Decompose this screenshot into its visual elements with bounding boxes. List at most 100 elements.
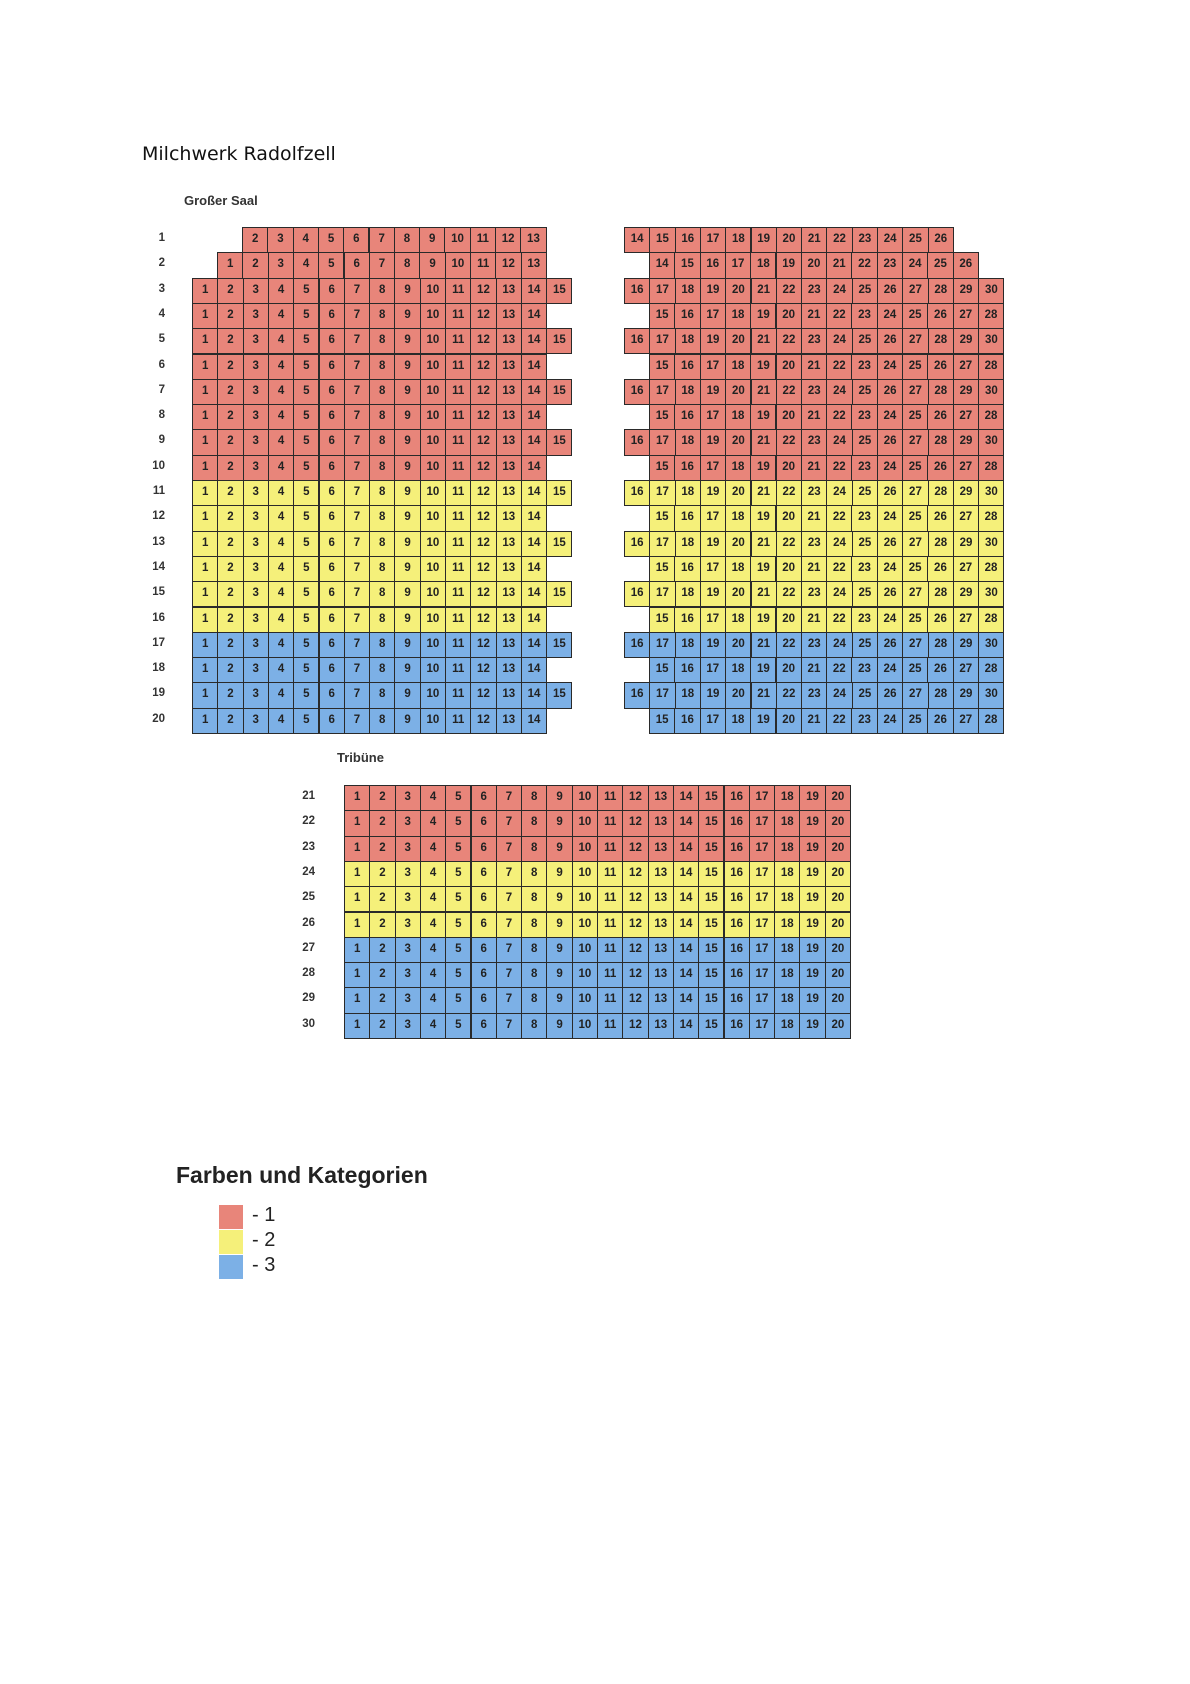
seat[interactable]: 4 <box>419 911 447 938</box>
seat[interactable]: 25 <box>851 480 878 507</box>
seat[interactable]: 5 <box>293 707 320 734</box>
seat[interactable]: 20 <box>725 631 752 659</box>
seat[interactable]: 9 <box>546 936 573 964</box>
seat[interactable]: 7 <box>343 505 371 532</box>
seat[interactable]: 2 <box>369 911 396 938</box>
seat[interactable]: 18 <box>774 962 801 989</box>
seat[interactable]: 14 <box>624 227 651 254</box>
seat[interactable]: 16 <box>699 252 726 279</box>
seat[interactable]: 24 <box>826 581 853 608</box>
seat[interactable]: 21 <box>750 682 777 709</box>
seat[interactable]: 17 <box>748 987 776 1014</box>
seat[interactable]: 11 <box>445 480 472 507</box>
seat[interactable]: 19 <box>699 682 727 709</box>
seat[interactable]: 18 <box>674 480 701 507</box>
seat[interactable]: 18 <box>674 631 701 659</box>
seat[interactable]: 16 <box>674 555 701 583</box>
seat[interactable]: 11 <box>597 1012 624 1039</box>
seat[interactable]: 8 <box>369 429 396 456</box>
seat[interactable]: 28 <box>977 707 1005 734</box>
seat[interactable]: 12 <box>470 353 497 380</box>
seat[interactable]: 27 <box>952 707 979 734</box>
seat[interactable]: 1 <box>192 657 219 684</box>
seat[interactable]: 14 <box>520 480 548 507</box>
seat[interactable]: 7 <box>343 530 371 557</box>
seat[interactable]: 19 <box>699 530 727 557</box>
seat[interactable]: 7 <box>343 555 371 583</box>
seat[interactable]: 25 <box>851 378 878 406</box>
seat[interactable]: 29 <box>952 378 980 406</box>
seat[interactable]: 18 <box>674 581 701 608</box>
seat[interactable]: 4 <box>419 835 447 862</box>
seat[interactable]: 9 <box>394 480 421 507</box>
seat[interactable]: 21 <box>750 530 777 557</box>
seat[interactable]: 27 <box>952 555 979 583</box>
seat[interactable]: 24 <box>876 454 903 481</box>
seat[interactable]: 4 <box>267 429 295 456</box>
seat[interactable]: 20 <box>824 860 851 888</box>
seat[interactable]: 28 <box>927 277 954 304</box>
seat[interactable]: 2 <box>217 353 244 380</box>
seat[interactable]: 13 <box>647 886 674 913</box>
seat[interactable]: 10 <box>444 227 471 254</box>
seat[interactable]: 15 <box>546 480 573 507</box>
seat[interactable]: 1 <box>192 631 219 659</box>
seat[interactable]: 28 <box>927 581 954 608</box>
seat[interactable]: 4 <box>267 707 295 734</box>
seat[interactable]: 22 <box>826 227 853 254</box>
seat[interactable]: 16 <box>624 480 651 507</box>
seat[interactable]: 8 <box>521 962 548 989</box>
seat[interactable]: 4 <box>267 631 295 659</box>
seat[interactable]: 13 <box>495 429 522 456</box>
seat[interactable]: 19 <box>699 429 727 456</box>
seat[interactable]: 11 <box>445 429 472 456</box>
seat[interactable]: 10 <box>419 606 446 633</box>
seat[interactable]: 27 <box>902 530 929 557</box>
seat[interactable]: 23 <box>801 277 828 304</box>
seat[interactable]: 1 <box>192 277 219 304</box>
seat[interactable]: 24 <box>876 606 903 633</box>
seat[interactable]: 11 <box>445 707 472 734</box>
seat[interactable]: 16 <box>674 505 701 532</box>
seat[interactable]: 19 <box>699 277 727 304</box>
seat[interactable]: 3 <box>394 886 421 913</box>
seat[interactable]: 6 <box>470 835 497 862</box>
seat[interactable]: 8 <box>369 682 396 709</box>
seat[interactable]: 13 <box>495 277 522 304</box>
seat[interactable]: 6 <box>318 555 345 583</box>
seat[interactable]: 3 <box>267 252 294 279</box>
seat[interactable]: 22 <box>826 454 853 481</box>
seat[interactable]: 3 <box>394 962 421 989</box>
seat[interactable]: 16 <box>723 886 750 913</box>
seat[interactable]: 5 <box>293 328 320 355</box>
seat[interactable]: 15 <box>649 404 676 431</box>
seat[interactable]: 8 <box>369 454 396 481</box>
seat[interactable]: 8 <box>369 277 396 304</box>
seat[interactable]: 7 <box>343 631 371 659</box>
seat[interactable]: 15 <box>698 886 725 913</box>
seat[interactable]: 9 <box>546 911 573 938</box>
seat[interactable]: 9 <box>419 227 446 254</box>
seat[interactable]: 8 <box>369 555 396 583</box>
seat[interactable]: 26 <box>952 252 979 279</box>
seat[interactable]: 14 <box>520 353 548 380</box>
seat[interactable]: 18 <box>774 860 801 888</box>
seat[interactable]: 14 <box>672 962 700 989</box>
seat[interactable]: 23 <box>851 302 878 330</box>
seat[interactable]: 16 <box>723 911 750 938</box>
seat[interactable]: 15 <box>649 606 676 633</box>
seat[interactable]: 14 <box>520 631 548 659</box>
seat[interactable]: 25 <box>902 454 929 481</box>
seat[interactable]: 14 <box>520 454 548 481</box>
seat[interactable]: 30 <box>978 328 1005 355</box>
seat[interactable]: 21 <box>800 555 828 583</box>
seat[interactable]: 7 <box>343 682 371 709</box>
seat[interactable]: 2 <box>217 480 244 507</box>
seat[interactable]: 19 <box>699 581 727 608</box>
seat[interactable]: 17 <box>748 860 776 888</box>
seat[interactable]: 15 <box>649 227 676 254</box>
seat[interactable]: 11 <box>597 810 624 837</box>
seat[interactable]: 10 <box>419 353 446 380</box>
seat[interactable]: 15 <box>698 860 725 888</box>
seat[interactable]: 14 <box>520 606 548 633</box>
